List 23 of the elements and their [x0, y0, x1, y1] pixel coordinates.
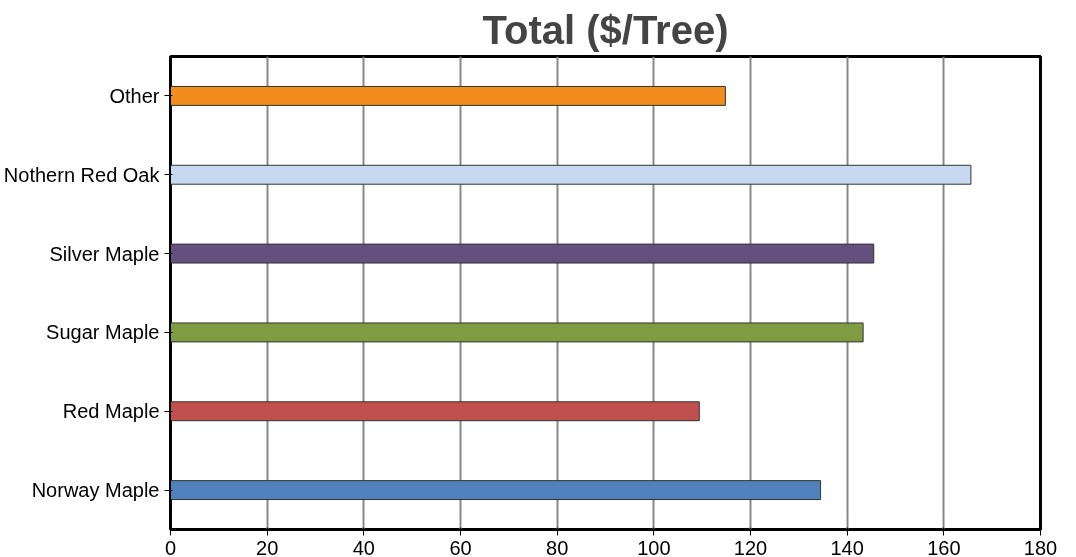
x-tick-label: 0	[164, 536, 177, 557]
x-tick-label: 100	[637, 536, 671, 557]
y-tick-label: Sugar Maple	[46, 321, 160, 344]
x-tick-label: 20	[256, 536, 279, 557]
bar	[170, 243, 875, 264]
x-tick-label: 40	[352, 536, 375, 557]
x-tick-label: 180	[1023, 536, 1058, 557]
bar	[170, 322, 864, 343]
y-tick-label: Red Maple	[62, 400, 160, 423]
bar	[170, 401, 700, 422]
bar	[170, 164, 972, 185]
x-tick-label: 60	[449, 536, 472, 557]
x-tick-label: 120	[733, 536, 768, 557]
y-tick-label: Nothern Red Oak	[3, 163, 161, 186]
y-tick-label: Other	[109, 84, 160, 107]
chart-title: Total ($/Tree)	[482, 7, 729, 52]
x-tick-label: 80	[546, 536, 569, 557]
bar	[170, 480, 822, 501]
y-tick-label: Norway Maple	[31, 479, 160, 502]
y-tick-label: Silver Maple	[49, 242, 160, 265]
x-tick-label: 140	[830, 536, 864, 557]
bar	[170, 85, 726, 106]
x-tick-label: 160	[927, 536, 961, 557]
